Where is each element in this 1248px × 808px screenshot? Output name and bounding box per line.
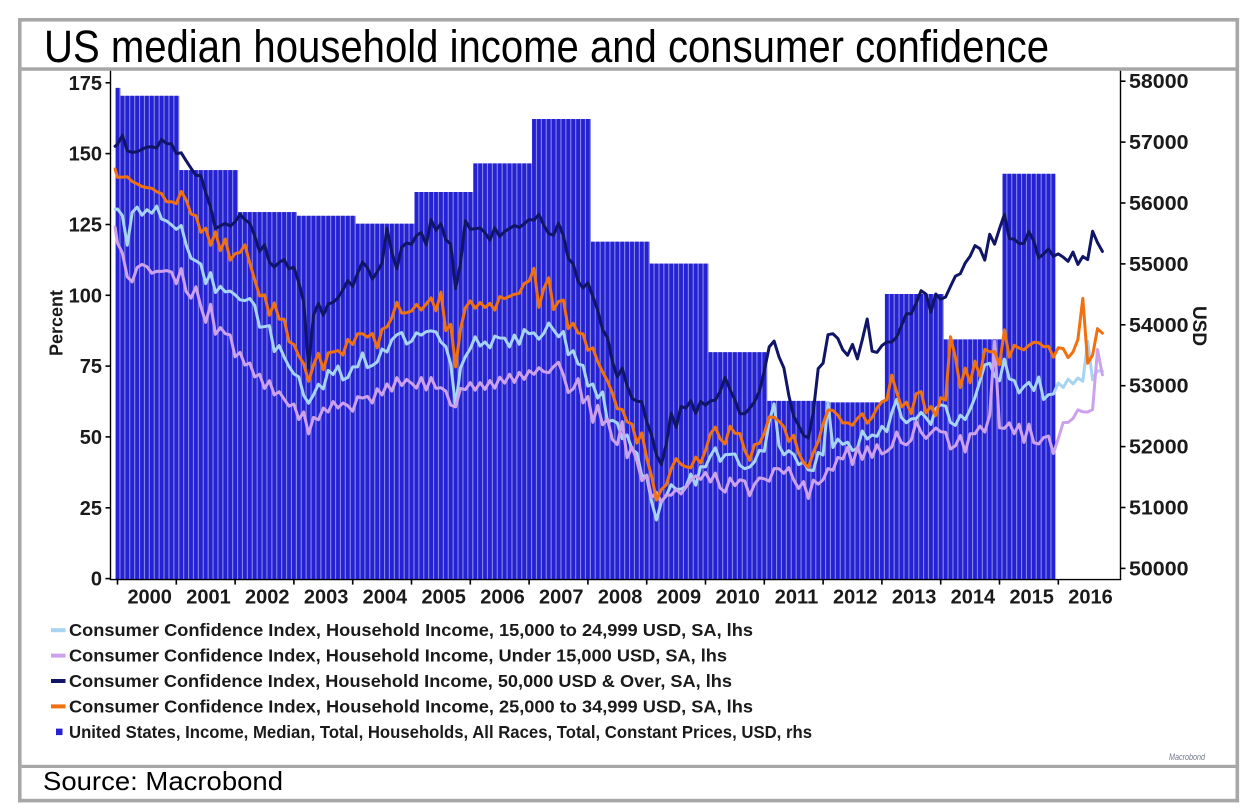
svg-text:2012: 2012 (833, 587, 878, 609)
svg-text:Consumer Confidence Index, Hou: Consumer Confidence Index, Household Inc… (69, 671, 732, 691)
svg-text:56000: 56000 (1129, 193, 1189, 215)
svg-text:USD: USD (1188, 306, 1209, 346)
svg-text:50: 50 (80, 427, 102, 449)
svg-text:2001: 2001 (186, 587, 231, 609)
svg-text:2000: 2000 (127, 587, 172, 609)
svg-text:Consumer Confidence Index, Hou: Consumer Confidence Index, Household Inc… (69, 696, 753, 716)
svg-text:0: 0 (91, 569, 102, 591)
svg-text:2008: 2008 (598, 587, 643, 609)
svg-text:2004: 2004 (363, 587, 408, 609)
svg-text:51000: 51000 (1129, 498, 1189, 520)
svg-text:57000: 57000 (1129, 132, 1189, 154)
svg-text:125: 125 (69, 215, 102, 237)
svg-text:2013: 2013 (892, 587, 937, 609)
svg-text:2015: 2015 (1009, 587, 1054, 609)
svg-text:2005: 2005 (421, 587, 466, 609)
svg-text:54000: 54000 (1129, 315, 1189, 337)
svg-text:55000: 55000 (1129, 254, 1189, 276)
svg-text:100: 100 (69, 285, 102, 307)
svg-text:2011: 2011 (775, 587, 818, 609)
svg-text:2002: 2002 (245, 587, 290, 609)
svg-text:US median household income and: US median household income and consumer … (44, 21, 1049, 72)
svg-text:2010: 2010 (715, 587, 760, 609)
svg-text:53000: 53000 (1129, 376, 1189, 398)
svg-text:Consumer Confidence Index, Hou: Consumer Confidence Index, Household Inc… (69, 646, 727, 666)
svg-text:2016: 2016 (1068, 587, 1113, 609)
svg-text:25: 25 (80, 498, 102, 520)
svg-text:75: 75 (80, 356, 102, 378)
svg-text:2003: 2003 (304, 587, 349, 609)
svg-text:United States, Income, Median,: United States, Income, Median, Total, Ho… (69, 722, 812, 742)
svg-text:Percent: Percent (47, 290, 67, 356)
svg-text:2014: 2014 (951, 587, 996, 609)
svg-text:2006: 2006 (480, 587, 525, 609)
svg-text:175: 175 (69, 73, 102, 95)
svg-text:2007: 2007 (539, 587, 584, 609)
svg-text:150: 150 (69, 144, 102, 166)
svg-text:2009: 2009 (657, 587, 702, 609)
svg-text:50000: 50000 (1129, 558, 1189, 580)
svg-text:58000: 58000 (1129, 71, 1189, 93)
svg-text:Consumer Confidence Index, Hou: Consumer Confidence Index, Household Inc… (69, 620, 753, 640)
svg-text:Source: Macrobond: Source: Macrobond (43, 766, 283, 796)
svg-text:52000: 52000 (1129, 437, 1189, 459)
svg-text:Macrobond: Macrobond (1169, 752, 1206, 762)
